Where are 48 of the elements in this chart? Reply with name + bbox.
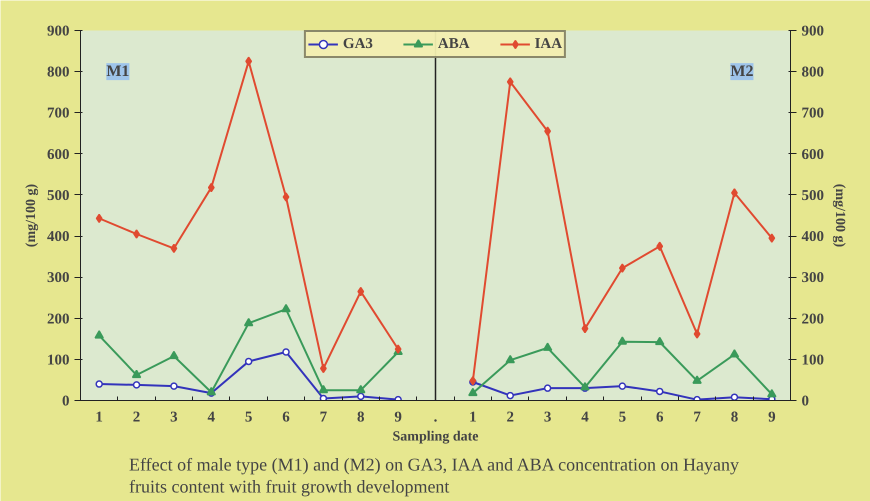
- x-tick-label: 8: [730, 410, 738, 426]
- annotation: M2: [730, 63, 754, 80]
- x-tick-label: 1: [469, 410, 477, 426]
- y-tick-label: 800: [47, 64, 70, 81]
- x-tick-label: .: [434, 410, 438, 426]
- y2-tick-label: 800: [802, 64, 824, 81]
- y-tick-label: 300: [47, 270, 70, 286]
- x-tick-label: 6: [656, 410, 664, 426]
- y2-tick-label: 900: [802, 24, 824, 40]
- x-tick-label: 7: [693, 410, 702, 426]
- y2-tick-label: 200: [802, 311, 824, 328]
- y-tick-label: 900: [47, 24, 70, 40]
- y-tick-label: 500: [47, 188, 70, 204]
- x-tick-label: 6: [282, 410, 290, 426]
- y-tick-label: 200: [47, 311, 70, 328]
- y-tick-label: 700: [47, 106, 70, 122]
- x-tick-label: 4: [581, 410, 590, 426]
- x-tick-label: 9: [768, 410, 776, 426]
- text: Effect of male type (M1) and (M2) on GA3, IAA and ABA concentration on Hayany fruits content with fruit growth development: [129, 454, 740, 496]
- x-tick-label: 5: [244, 410, 252, 426]
- y2-axis-title: (mg/100 g): [832, 184, 847, 248]
- x-tick-label: 2: [506, 410, 514, 426]
- x-tick-label: 1: [95, 410, 103, 426]
- x-tick-label: 9: [394, 410, 402, 426]
- y2-tick-label: 0: [802, 394, 809, 410]
- y2-tick-label: 100: [802, 352, 824, 368]
- y2-tick-label: 700: [802, 106, 824, 122]
- y2-tick-label: 500: [802, 188, 824, 204]
- annotation: M1: [106, 63, 130, 80]
- x-tick-label: 7: [320, 410, 328, 426]
- y-axis-title: (mg/100 g): [24, 183, 39, 248]
- legend-label: IAA: [534, 36, 562, 52]
- y-tick-label: 0: [62, 394, 70, 410]
- x-tick-label: 4: [208, 410, 216, 426]
- legend-label: GA3: [342, 36, 373, 52]
- y2-tick-label: 300: [802, 270, 824, 286]
- x-tick-label: 3: [170, 410, 178, 426]
- x-axis-title: Sampling date: [392, 430, 478, 444]
- y-tick-label: 100: [47, 352, 70, 368]
- y2-tick-label: 600: [802, 146, 824, 163]
- x-tick-label: 3: [544, 410, 552, 426]
- y-tick-label: 600: [47, 146, 70, 163]
- x-tick-label: 8: [357, 410, 365, 426]
- x-tick-label: 5: [618, 410, 626, 426]
- x-tick-label: 2: [132, 410, 140, 426]
- y2-tick-label: 400: [802, 229, 824, 246]
- y-tick-label: 400: [47, 229, 70, 246]
- legend-label: ABA: [438, 36, 470, 52]
